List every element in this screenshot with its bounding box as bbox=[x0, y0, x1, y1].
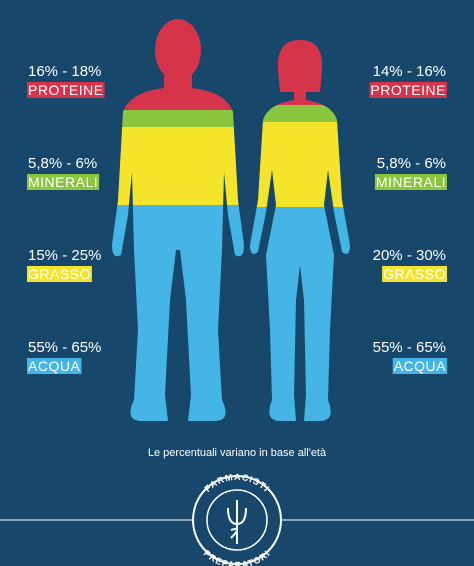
tag-bg bbox=[374, 174, 447, 190]
tag-bg bbox=[392, 358, 448, 374]
tag-bg bbox=[27, 358, 82, 374]
logo-symbol bbox=[227, 500, 247, 544]
range: 20% - 30% bbox=[373, 247, 446, 264]
tag-text: ACQUA bbox=[394, 358, 446, 374]
tag-bg bbox=[369, 82, 447, 98]
note: Le percentuali variano in base all'età bbox=[148, 447, 327, 459]
tag-text: MINERALI bbox=[376, 174, 446, 190]
logo-ring bbox=[192, 475, 282, 565]
tag-text: PROTEINE bbox=[28, 82, 104, 98]
tag-bg bbox=[27, 174, 100, 190]
tag-text: GRASSO bbox=[383, 266, 446, 282]
tag-text: MINERALI bbox=[28, 174, 98, 190]
range: 16% - 18% bbox=[28, 63, 101, 80]
tag-text: PROTEINE bbox=[370, 82, 446, 98]
tag-bg bbox=[382, 266, 447, 282]
range: 5,8% - 6% bbox=[28, 155, 97, 172]
range: 15% - 25% bbox=[28, 247, 101, 264]
range: 14% - 16% bbox=[373, 63, 446, 80]
tag-bg bbox=[27, 266, 92, 282]
range: 5,8% - 6% bbox=[377, 155, 446, 172]
range: 55% - 65% bbox=[28, 339, 101, 356]
tag-bg bbox=[27, 82, 105, 98]
range: 55% - 65% bbox=[373, 339, 446, 356]
logo-inner bbox=[206, 489, 268, 551]
tag-text: ACQUA bbox=[28, 358, 80, 374]
tag-text: GRASSO bbox=[28, 266, 91, 282]
